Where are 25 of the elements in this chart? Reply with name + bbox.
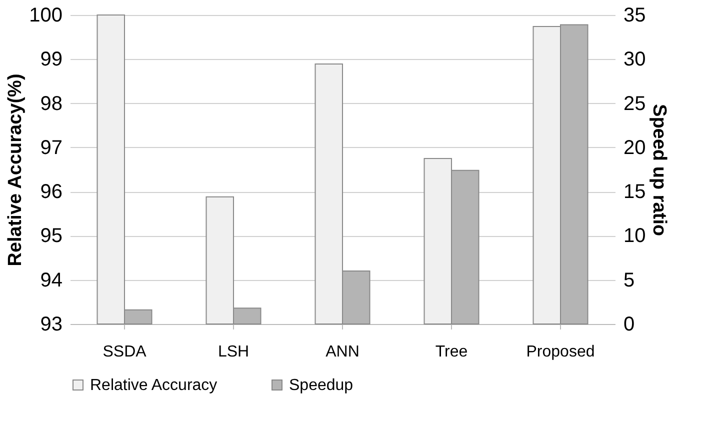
y2-tick-label: 0: [624, 314, 635, 336]
y-tick-label: 98: [40, 92, 62, 115]
legend-label: Speedup: [289, 377, 354, 394]
y2-tick-label: 25: [624, 92, 646, 115]
y-tick-label: 96: [40, 181, 62, 204]
y2-tick-label: 10: [624, 225, 646, 248]
x-tick-label: Tree: [435, 344, 468, 360]
x-tick-label: LSH: [218, 344, 250, 360]
y-tick-label: 100: [29, 4, 62, 26]
x-tick-label: SSDA: [102, 344, 147, 360]
x-tick-label: ANN: [326, 344, 360, 360]
y2-axis-title: Speed up ratio: [648, 104, 670, 236]
y2-tick-label: 30: [624, 48, 646, 71]
y2-tick-label: 5: [624, 269, 635, 292]
x-tick-label: Proposed: [526, 344, 595, 360]
y-tick-label: 99: [40, 48, 62, 71]
y2-tick-label: 15: [624, 181, 646, 204]
y-axis-title: Relative Accuracy(%): [5, 74, 26, 266]
y-tick-label: 95: [40, 225, 62, 248]
legend-label: Relative Accuracy: [90, 377, 218, 394]
y-tick-label: 97: [40, 136, 62, 159]
y2-tick-label: 35: [624, 4, 646, 26]
y-tick-label: 93: [40, 314, 62, 336]
y2-tick-label: 20: [624, 136, 646, 159]
y-tick-label: 94: [40, 269, 62, 292]
